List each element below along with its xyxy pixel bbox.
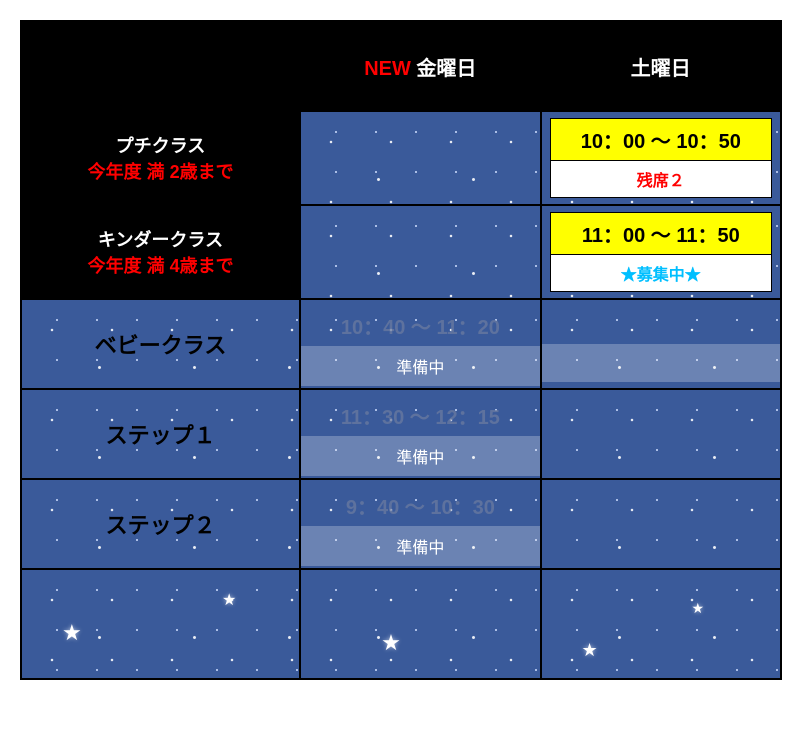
kinder-sat-cell: 11：00 ～ 11：50 ★募集中★: [541, 205, 781, 299]
kinder-sat-status: ★募集中★: [621, 267, 701, 284]
kinder-sub: 今年度 満 4歳まで: [22, 252, 299, 278]
kinder-sat-status-box: ★募集中★: [550, 255, 772, 292]
puchi-title: プチクラス: [22, 132, 299, 158]
puchi-sat-cell: 10：00 ～ 10：50 残席２: [541, 111, 781, 205]
step2-fri-cell: 9：40 ～ 10：30 準備中: [300, 479, 540, 569]
puchi-sat-status-box: 残席２: [550, 161, 772, 198]
baby-label-cell: ベビークラス: [21, 299, 300, 389]
puchi-sat-time: 10：00 ～ 10：50: [550, 118, 772, 161]
step1-fri-time: 11：30 ～ 12：15: [301, 393, 539, 430]
row-step2: ステップ２ 9：40 ～ 10：30 準備中: [21, 479, 781, 569]
step2-fri-time: 9：40 ～ 10：30: [301, 483, 539, 520]
baby-fri-status: 準備中: [301, 346, 539, 386]
step1-label-cell: ステップ１: [21, 389, 300, 479]
schedule-table: NEW 金曜日 土曜日 プチクラス 今年度 満 2歳まで 10：00 ～ 10：…: [20, 20, 782, 680]
puchi-sat-status: 残席２: [637, 173, 685, 190]
baby-fri-time: 10：40 ～ 11：20: [301, 303, 539, 340]
kinder-fri-cell: [300, 205, 540, 299]
puchi-fri-cell: [300, 111, 540, 205]
step1-sat-cell: [541, 389, 781, 479]
kinder-title: キンダークラス: [22, 226, 299, 252]
empty-fri-cell: ★: [300, 569, 540, 679]
new-label: NEW: [364, 58, 411, 80]
step2-label: ステップ２: [22, 508, 299, 540]
kinder-sat-time: 11：00 ～ 11：50: [550, 212, 772, 255]
baby-sat-cell: [541, 299, 781, 389]
baby-label: ベビークラス: [22, 328, 299, 360]
saturday-label: 土曜日: [631, 58, 691, 80]
header-row: NEW 金曜日 土曜日: [21, 21, 781, 111]
baby-fri-cell: 10：40 ～ 11：20 準備中: [300, 299, 540, 389]
puchi-sub: 今年度 満 2歳まで: [22, 158, 299, 184]
step1-fri-cell: 11：30 ～ 12：15 準備中: [300, 389, 540, 479]
baby-sat-prep: [542, 344, 780, 382]
star-icon: ★: [582, 640, 598, 661]
row-empty: ★ ★ ★ ★ ★: [21, 569, 781, 679]
star-icon: ★: [222, 590, 236, 610]
step1-label: ステップ１: [22, 418, 299, 450]
step2-fri-status: 準備中: [301, 526, 539, 566]
kinder-label-cell: キンダークラス 今年度 満 4歳まで: [21, 205, 300, 299]
puchi-label-cell: プチクラス 今年度 満 2歳まで: [21, 111, 300, 205]
step2-label-cell: ステップ２: [21, 479, 300, 569]
row-step1: ステップ１ 11：30 ～ 12：15 準備中: [21, 389, 781, 479]
header-friday: NEW 金曜日: [300, 21, 540, 111]
step2-sat-cell: [541, 479, 781, 569]
row-kinder: キンダークラス 今年度 満 4歳まで 11：00 ～ 11：50 ★募集中★: [21, 205, 781, 299]
header-saturday: 土曜日: [541, 21, 781, 111]
empty-sat-cell: ★ ★: [541, 569, 781, 679]
star-icon: ★: [62, 620, 82, 646]
step1-fri-status: 準備中: [301, 436, 539, 476]
row-puchi: プチクラス 今年度 満 2歳まで 10：00 ～ 10：50 残席２: [21, 111, 781, 205]
empty-label-cell: ★ ★: [21, 569, 300, 679]
star-icon: ★: [692, 600, 705, 617]
friday-label: 金曜日: [411, 58, 477, 80]
star-icon: ★: [381, 630, 401, 656]
header-corner: [21, 21, 300, 111]
row-baby: ベビークラス 10：40 ～ 11：20 準備中: [21, 299, 781, 389]
